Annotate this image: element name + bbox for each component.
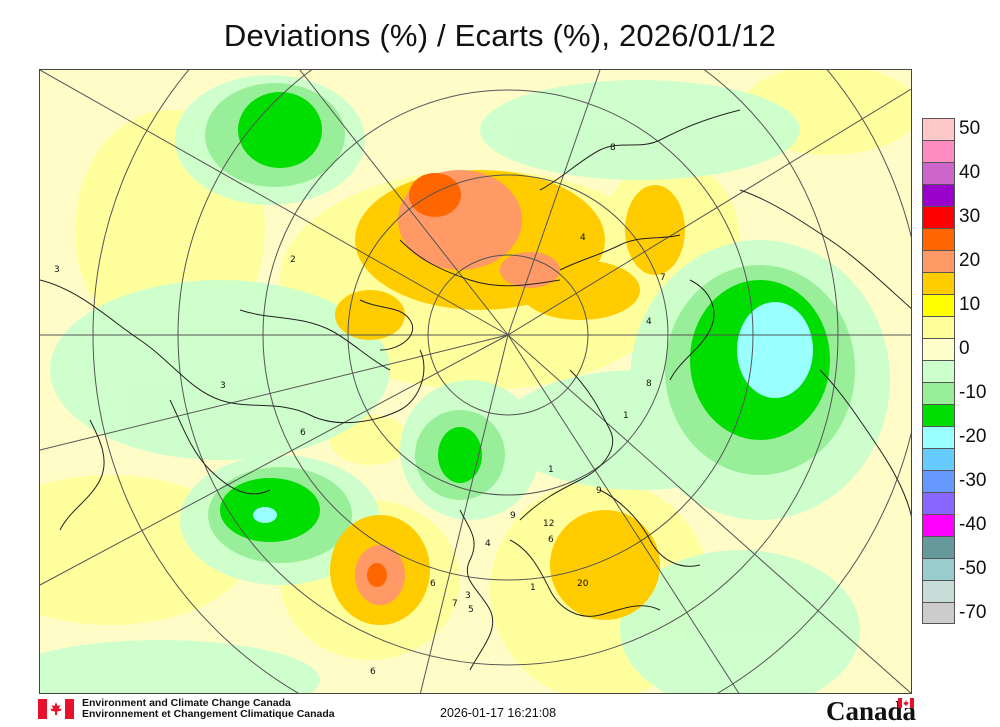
legend-label: -10 <box>959 382 987 403</box>
legend-swatch <box>922 360 955 382</box>
station-label: 3 <box>220 381 226 391</box>
legend-swatch <box>922 602 955 624</box>
station-label: 4 <box>485 539 491 549</box>
legend-swatch <box>922 338 955 360</box>
station-label: 20 <box>577 579 589 589</box>
station-label: 6 <box>300 428 306 438</box>
legend-label: -30 <box>959 470 987 491</box>
station-label: 8 <box>646 379 652 389</box>
legend-label: 0 <box>959 338 970 359</box>
station-label: 12 <box>543 519 554 529</box>
legend-swatch <box>922 492 955 514</box>
legend-swatch <box>922 536 955 558</box>
station-label: 8 <box>610 143 616 153</box>
agency-name-fr: Environnement et Changement Climatique C… <box>82 708 335 720</box>
station-label: 7 <box>660 273 666 283</box>
legend-swatch <box>922 426 955 448</box>
station-label: 4 <box>580 233 586 243</box>
legend-swatch <box>922 118 955 140</box>
legend-swatch <box>922 580 955 602</box>
map-title: Deviations (%) / Ecarts (%), 2026/01/12 <box>223 18 777 53</box>
legend-swatch <box>922 162 955 184</box>
legend-swatch <box>922 184 955 206</box>
legend-swatch <box>922 382 955 404</box>
legend-label: -20 <box>959 426 987 447</box>
polar-map: 3 2 8 4 6 7 4 8 1 9 12 9 6 20 1 3 5 7 4 … <box>39 69 912 694</box>
legend-swatch <box>922 140 955 162</box>
station-label: 1 <box>530 583 536 593</box>
coastlines <box>40 109 911 671</box>
legend-swatch <box>922 558 955 580</box>
legend-label: 20 <box>959 250 981 271</box>
legend-label: -40 <box>959 514 987 535</box>
legend-label: 10 <box>959 294 981 315</box>
legend-swatch <box>922 404 955 426</box>
legend-swatch <box>922 250 955 272</box>
legend-swatch <box>922 206 955 228</box>
station-label: 1 <box>548 465 554 475</box>
legend-swatch <box>922 272 955 294</box>
negative-20-band <box>253 302 813 523</box>
legend-label: 40 <box>959 162 981 183</box>
station-label: 2 <box>290 255 296 265</box>
legend-label: -50 <box>959 558 987 579</box>
legend-label: 30 <box>959 206 981 227</box>
canada-flag-icon <box>38 699 74 719</box>
legend-swatch <box>922 294 955 316</box>
station-label: 6 <box>370 667 376 677</box>
station-label: 7 <box>452 599 458 609</box>
station-label: 6 <box>548 535 554 545</box>
timestamp: 2026-01-17 16:21:08 <box>440 706 557 720</box>
legend-label: -70 <box>959 602 987 623</box>
wordmark-flag-icon <box>898 698 914 708</box>
station-label: 9 <box>510 511 516 521</box>
legend-label: 50 <box>959 118 981 139</box>
graticule <box>40 70 911 693</box>
legend-swatch <box>922 228 955 250</box>
agency-name-en: Environment and Climate Change Canada <box>82 697 291 709</box>
station-label: 3 <box>465 591 471 601</box>
legend-swatch <box>922 316 955 338</box>
legend-swatch <box>922 448 955 470</box>
deviation-field: 3 2 8 4 6 7 4 8 1 9 12 9 6 20 1 3 5 7 4 … <box>40 70 911 693</box>
station-label: 1 <box>623 411 629 421</box>
station-labels: 3 2 8 4 6 7 4 8 1 9 12 9 6 20 1 3 5 7 4 … <box>54 143 666 677</box>
station-label: 9 <box>596 486 602 496</box>
positive-25-band <box>367 173 461 587</box>
color-legend: 50 40 30 20 10 0 -10 -20 -30 -40 -50 -70 <box>922 118 992 658</box>
station-label: 3 <box>54 265 60 275</box>
station-label: 6 <box>430 579 436 589</box>
legend-swatch <box>922 470 955 492</box>
station-label: 5 <box>468 605 474 615</box>
station-label: 4 <box>646 317 652 327</box>
legend-swatch <box>922 514 955 536</box>
